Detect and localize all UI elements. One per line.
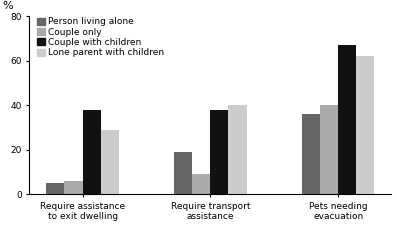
- Bar: [192, 174, 210, 194]
- Bar: [174, 152, 192, 194]
- Bar: [302, 114, 320, 194]
- Bar: [356, 56, 374, 194]
- Legend: Person living alone, Couple only, Couple with children, Lone parent with childre: Person living alone, Couple only, Couple…: [37, 17, 164, 57]
- Y-axis label: %: %: [2, 1, 13, 11]
- Bar: [101, 130, 119, 194]
- Bar: [46, 183, 64, 194]
- Bar: [64, 181, 83, 194]
- Bar: [83, 110, 101, 194]
- Bar: [338, 45, 356, 194]
- Bar: [229, 105, 247, 194]
- Bar: [210, 110, 229, 194]
- Bar: [320, 105, 338, 194]
